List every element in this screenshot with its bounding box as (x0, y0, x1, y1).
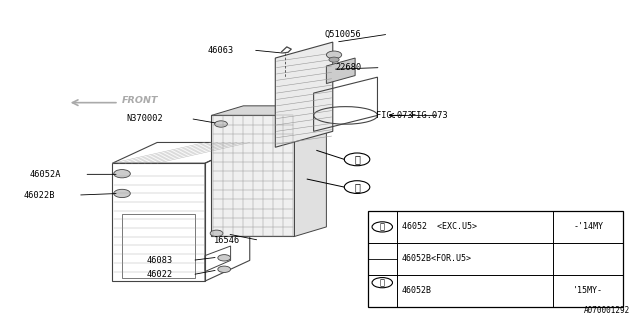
Text: 22680: 22680 (335, 63, 362, 72)
Circle shape (218, 255, 230, 261)
Circle shape (326, 51, 342, 59)
Circle shape (114, 170, 131, 178)
Text: 46022: 46022 (147, 270, 173, 279)
FancyBboxPatch shape (368, 211, 623, 307)
Circle shape (329, 57, 339, 62)
Text: 46022B: 46022B (24, 190, 55, 200)
Text: -'14MY: -'14MY (573, 222, 604, 231)
Text: 46052A: 46052A (30, 170, 61, 179)
Text: 16546: 16546 (214, 236, 240, 245)
Text: ②: ② (380, 278, 385, 287)
Text: ①: ① (380, 222, 385, 231)
Circle shape (214, 121, 227, 127)
Text: 46052  <EXC.U5>: 46052 <EXC.U5> (402, 222, 477, 231)
Polygon shape (211, 106, 326, 116)
Text: ①: ① (354, 154, 360, 164)
Text: N370002: N370002 (127, 114, 164, 123)
Text: 46052B<FOR.U5>: 46052B<FOR.U5> (402, 254, 472, 263)
Polygon shape (211, 116, 294, 236)
Text: '15MY-: '15MY- (573, 286, 604, 295)
Text: FRONT: FRONT (122, 96, 159, 105)
Circle shape (114, 189, 131, 197)
Polygon shape (294, 106, 326, 236)
Polygon shape (275, 42, 333, 147)
Text: 46063: 46063 (207, 45, 234, 55)
Text: 46052B: 46052B (402, 286, 432, 295)
Circle shape (218, 266, 230, 272)
Text: FIG.073: FIG.073 (412, 111, 448, 120)
Polygon shape (326, 58, 355, 84)
Text: Q510056: Q510056 (324, 30, 362, 39)
Text: ②: ② (354, 182, 360, 192)
Text: FIG.073: FIG.073 (376, 111, 413, 120)
Text: 46083: 46083 (147, 256, 173, 265)
Circle shape (210, 230, 223, 236)
Text: A070001292: A070001292 (584, 306, 630, 315)
